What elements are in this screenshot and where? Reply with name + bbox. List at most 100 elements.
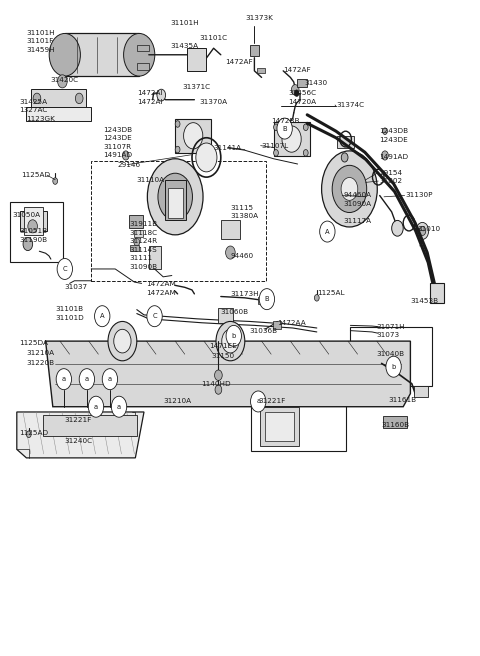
Text: 1471EE: 1471EE	[209, 343, 237, 350]
Circle shape	[215, 370, 222, 380]
Circle shape	[28, 220, 37, 233]
Text: 1243DE: 1243DE	[103, 135, 132, 142]
Text: 31107R: 31107R	[103, 144, 132, 150]
Circle shape	[416, 222, 429, 239]
Bar	[250, 45, 259, 56]
Text: 31459H: 31459H	[26, 47, 55, 53]
Text: 1472AM: 1472AM	[146, 289, 176, 296]
Text: 31453B: 31453B	[410, 298, 439, 304]
Text: 31221F: 31221F	[65, 417, 92, 423]
Text: 31911B: 31911B	[130, 221, 158, 228]
Text: A: A	[325, 228, 330, 235]
Bar	[257, 68, 265, 73]
Circle shape	[205, 146, 210, 153]
Text: 31420C: 31420C	[50, 77, 79, 83]
Text: 31190B: 31190B	[19, 237, 48, 243]
Text: B: B	[264, 296, 269, 302]
Bar	[251, 378, 346, 451]
Text: 31107L: 31107L	[262, 142, 289, 149]
Circle shape	[175, 121, 180, 127]
Text: 1123GK: 1123GK	[26, 116, 55, 123]
Text: a: a	[94, 403, 98, 410]
Bar	[297, 79, 307, 87]
Text: 31037: 31037	[65, 283, 88, 290]
Circle shape	[196, 143, 217, 172]
Circle shape	[183, 123, 203, 149]
Bar	[31, 89, 86, 108]
Bar	[383, 416, 407, 428]
Text: 1243DB: 1243DB	[379, 128, 408, 134]
Text: 94460A: 94460A	[343, 192, 372, 199]
Circle shape	[303, 150, 308, 156]
Circle shape	[230, 333, 238, 344]
Circle shape	[56, 369, 72, 390]
Circle shape	[251, 391, 266, 412]
Circle shape	[108, 321, 137, 361]
Text: 31090B: 31090B	[130, 264, 158, 270]
Bar	[24, 207, 43, 235]
Text: 1491AD: 1491AD	[379, 154, 408, 160]
Text: a: a	[256, 398, 260, 405]
Circle shape	[26, 431, 31, 438]
Bar	[187, 48, 206, 71]
Circle shape	[226, 325, 241, 346]
Circle shape	[175, 146, 180, 153]
Text: 1327AC: 1327AC	[19, 107, 48, 113]
Circle shape	[147, 159, 203, 235]
Circle shape	[314, 295, 319, 301]
Circle shape	[134, 238, 140, 246]
Circle shape	[332, 165, 367, 213]
Text: 31101B: 31101B	[55, 306, 84, 312]
Text: 31160B: 31160B	[382, 422, 410, 428]
Circle shape	[322, 151, 377, 227]
Circle shape	[49, 33, 81, 76]
Bar	[414, 386, 428, 397]
Circle shape	[215, 385, 222, 394]
Bar	[430, 283, 444, 303]
Text: 31101C: 31101C	[199, 35, 228, 41]
Text: 31101H: 31101H	[170, 20, 199, 26]
Text: 31221F: 31221F	[258, 398, 286, 405]
Bar	[10, 202, 63, 262]
Text: 1472AF: 1472AF	[283, 66, 311, 73]
Circle shape	[274, 150, 278, 156]
Text: 31374C: 31374C	[336, 102, 364, 108]
Text: 1491AD: 1491AD	[103, 152, 132, 159]
Bar	[149, 246, 161, 269]
Text: 1472AF: 1472AF	[226, 58, 253, 65]
Text: B: B	[282, 125, 287, 132]
Text: 31071H: 31071H	[377, 323, 406, 330]
Text: a: a	[85, 376, 89, 382]
Circle shape	[382, 151, 388, 160]
Circle shape	[102, 369, 118, 390]
Text: 31101H: 31101H	[26, 30, 55, 36]
Text: 31115: 31115	[230, 205, 253, 211]
Polygon shape	[17, 412, 144, 458]
Bar	[274, 122, 310, 156]
Text: 31050A: 31050A	[12, 212, 40, 218]
Text: 31802: 31802	[379, 178, 402, 184]
Bar	[273, 321, 281, 329]
Bar	[258, 297, 268, 304]
Text: 31435A: 31435A	[170, 43, 199, 49]
Text: 1140HD: 1140HD	[202, 381, 231, 388]
Text: 1472AI: 1472AI	[137, 98, 162, 105]
Text: 31101F: 31101F	[26, 38, 54, 45]
Text: 29154: 29154	[379, 169, 402, 176]
Text: 31124R: 31124R	[130, 238, 158, 245]
Text: 1125AD: 1125AD	[19, 430, 48, 436]
Bar	[175, 119, 211, 153]
Text: 31425A: 31425A	[19, 98, 48, 105]
Bar	[260, 407, 299, 446]
Text: 1125DA: 1125DA	[19, 340, 48, 346]
Circle shape	[33, 93, 41, 104]
Text: 31371C: 31371C	[182, 83, 211, 90]
Circle shape	[122, 151, 129, 160]
Text: 31220B: 31220B	[26, 359, 55, 366]
Circle shape	[294, 90, 299, 96]
Bar	[137, 63, 149, 70]
Text: 31141A: 31141A	[214, 144, 242, 151]
Circle shape	[23, 237, 33, 251]
Text: 31118C: 31118C	[130, 230, 158, 236]
Bar	[129, 215, 143, 228]
